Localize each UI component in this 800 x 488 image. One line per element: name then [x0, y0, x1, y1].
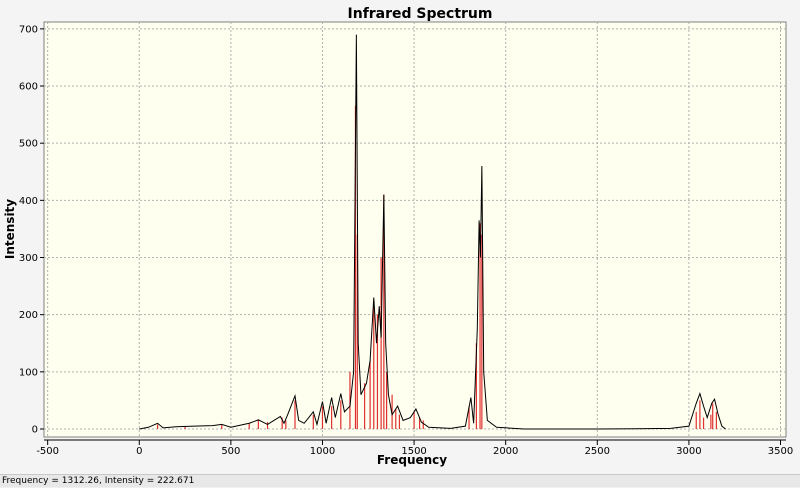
x-axis-label: Frequency	[377, 453, 447, 467]
y-tick-label: 600	[19, 82, 38, 93]
chart-title: Infrared Spectrum	[348, 6, 493, 22]
x-tick-label: -500	[36, 446, 59, 457]
chart: Infrared Spectrum Frequency Intensity -5…	[3, 6, 794, 467]
x-tick-label: 0	[136, 446, 142, 457]
spectrum-line	[139, 34, 726, 430]
x-tick-label: 1000	[310, 446, 335, 457]
x-tick-label: 500	[221, 446, 240, 457]
x-tick-label: 3500	[768, 446, 793, 457]
x-tick-label: 2500	[585, 446, 610, 457]
y-tick-label: 400	[19, 196, 38, 207]
status-bar: Frequency = 1312.26, Intensity = 222.671	[0, 474, 800, 487]
y-tick-label: 500	[19, 139, 38, 150]
plot-area	[43, 21, 787, 438]
y-tick-label: 200	[19, 310, 38, 321]
x-tick-label: 2000	[493, 446, 518, 457]
y-tick-label: 0	[32, 424, 38, 435]
x-tick-label: 3000	[676, 446, 701, 457]
y-tick-label: 100	[19, 367, 38, 378]
y-axis-label: Intensity	[3, 199, 17, 259]
x-tick-label: 1500	[401, 446, 426, 457]
y-tick-label: 700	[19, 24, 38, 35]
y-tick-label: 300	[19, 253, 38, 264]
